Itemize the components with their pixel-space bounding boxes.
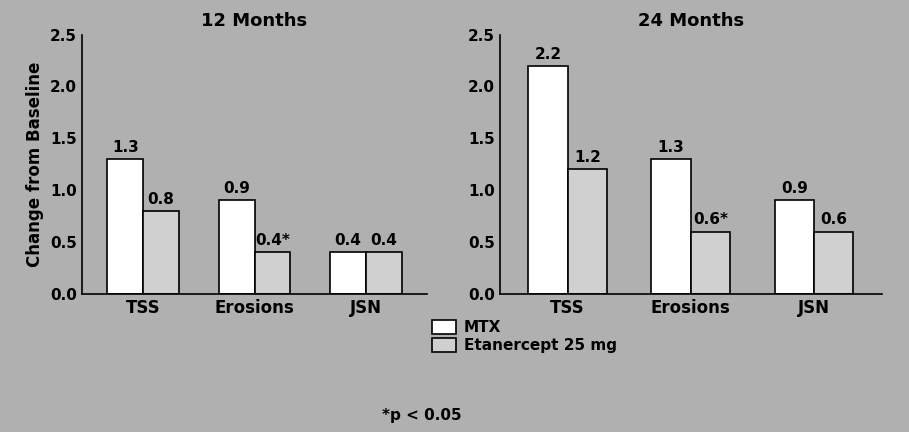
Text: 0.4: 0.4 (335, 233, 362, 248)
Bar (330, 252, 366, 294)
Text: 2.2: 2.2 (534, 47, 562, 61)
Bar (568, 169, 607, 294)
Bar (219, 200, 255, 294)
Title: 24 Months: 24 Months (638, 12, 744, 30)
Text: 1.2: 1.2 (574, 150, 601, 165)
Text: 0.9: 0.9 (224, 181, 250, 196)
Bar (143, 211, 179, 294)
Bar (652, 159, 691, 294)
Text: 0.6: 0.6 (820, 213, 847, 227)
Bar (528, 66, 568, 294)
Text: 1.3: 1.3 (658, 140, 684, 155)
Bar (107, 159, 143, 294)
Text: 0.4*: 0.4* (255, 233, 290, 248)
Bar (366, 252, 402, 294)
Text: 0.6*: 0.6* (693, 213, 728, 227)
Text: 0.4: 0.4 (370, 233, 397, 248)
Text: 1.3: 1.3 (112, 140, 139, 155)
Text: 0.9: 0.9 (781, 181, 808, 196)
Bar (255, 252, 290, 294)
Bar (774, 200, 814, 294)
Bar (691, 232, 730, 294)
Legend: MTX, Etanercept 25 mg: MTX, Etanercept 25 mg (425, 314, 623, 359)
Text: *p < 0.05: *p < 0.05 (382, 408, 462, 423)
Text: 0.8: 0.8 (147, 192, 175, 206)
Title: 12 Months: 12 Months (202, 12, 307, 30)
Y-axis label: Change from Baseline: Change from Baseline (26, 61, 45, 267)
Bar (814, 232, 854, 294)
